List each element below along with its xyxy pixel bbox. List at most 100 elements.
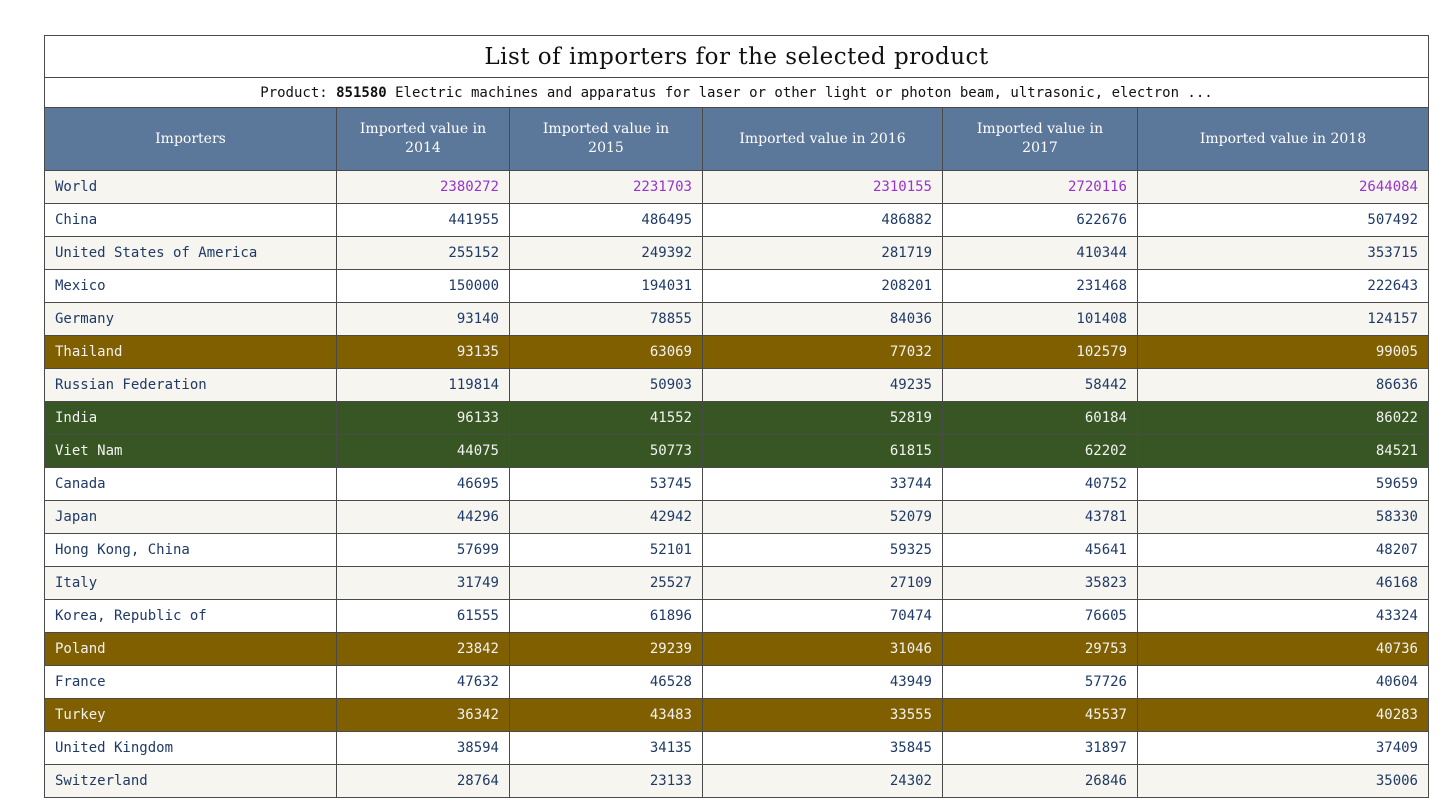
value-2018-cell: 507492	[1137, 203, 1429, 237]
value-2015-cell: 2231703	[509, 170, 703, 204]
value-2016-cell: 33555	[702, 698, 943, 732]
value-2018-cell: 37409	[1137, 731, 1429, 765]
value-2015-cell: 42942	[509, 500, 703, 534]
importer-link[interactable]: Italy	[44, 566, 337, 600]
column-header-2014[interactable]: Imported value in 2014	[336, 107, 510, 171]
importer-link[interactable]: United Kingdom	[44, 731, 337, 765]
table-row: Korea, Republic of 61555 61896 70474 76605 43…	[44, 599, 1429, 633]
value-2016-cell: 52819	[702, 401, 943, 435]
column-header-2018[interactable]: Imported value in 2018	[1137, 107, 1429, 171]
table-row: United Kingdom 38594 34135 35845 31897 37409	[44, 731, 1429, 765]
table-row: Japan 44296 42942 52079 43781 58330	[44, 500, 1429, 534]
value-2017-cell: 26846	[942, 764, 1138, 798]
value-2018-cell: 40736	[1137, 632, 1429, 666]
product-description: Electric machines and apparatus for lase…	[386, 84, 1213, 101]
column-header-importers[interactable]: Importers	[44, 107, 337, 171]
value-2016-cell: 70474	[702, 599, 943, 633]
value-2016-cell: 61815	[702, 434, 943, 468]
table-row: Turkey 36342 43483 33555 45537 40283	[44, 698, 1429, 732]
value-2014-cell: 61555	[336, 599, 510, 633]
value-2017-cell: 35823	[942, 566, 1138, 600]
value-2017-cell: 31897	[942, 731, 1138, 765]
value-2017-cell: 231468	[942, 269, 1138, 303]
value-2018-cell: 2644084	[1137, 170, 1429, 204]
value-2018-cell: 86636	[1137, 368, 1429, 402]
value-2014-cell: 44296	[336, 500, 510, 534]
column-header-2017[interactable]: Imported value in 2017	[942, 107, 1138, 171]
value-2015-cell: 52101	[509, 533, 703, 567]
value-2014-cell: 150000	[336, 269, 510, 303]
importer-link[interactable]: Turkey	[44, 698, 337, 732]
value-2015-cell: 29239	[509, 632, 703, 666]
importer-link[interactable]: Hong Kong, China	[44, 533, 337, 567]
importer-link[interactable]: Poland	[44, 632, 337, 666]
value-2015-cell: 194031	[509, 269, 703, 303]
importer-link[interactable]: Russian Federation	[44, 368, 337, 402]
value-2017-cell: 40752	[942, 467, 1138, 501]
importer-link[interactable]: Korea, Republic of	[44, 599, 337, 633]
value-2015-cell: 34135	[509, 731, 703, 765]
importer-link[interactable]: India	[44, 401, 337, 435]
column-header-2015[interactable]: Imported value in 2015	[509, 107, 703, 171]
value-2017-cell: 57726	[942, 665, 1138, 699]
importer-link[interactable]: Japan	[44, 500, 337, 534]
column-header-2016[interactable]: Imported value in 2016	[702, 107, 943, 171]
importer-link[interactable]: Mexico	[44, 269, 337, 303]
value-2018-cell: 43324	[1137, 599, 1429, 633]
value-2014-cell: 255152	[336, 236, 510, 270]
value-2016-cell: 486882	[702, 203, 943, 237]
value-2018-cell: 46168	[1137, 566, 1429, 600]
table-row: Switzerland 28764 23133 24302 26846 35006	[44, 764, 1429, 798]
table-row: Hong Kong, China 57699 52101 59325 45641 4820…	[44, 533, 1429, 567]
value-2018-cell: 58330	[1137, 500, 1429, 534]
value-2018-cell: 59659	[1137, 467, 1429, 501]
importer-link[interactable]: World	[44, 170, 337, 204]
table-row: China 441955 486495 486882 622676 507492	[44, 203, 1429, 237]
value-2017-cell: 60184	[942, 401, 1138, 435]
value-2015-cell: 249392	[509, 236, 703, 270]
value-2014-cell: 44075	[336, 434, 510, 468]
value-2014-cell: 47632	[336, 665, 510, 699]
value-2017-cell: 622676	[942, 203, 1138, 237]
value-2015-cell: 46528	[509, 665, 703, 699]
table-row: World 2380272 2231703 2310155 2720116 2644084	[44, 170, 1429, 204]
value-2017-cell: 101408	[942, 302, 1138, 336]
product-line: Product: 851580 Electric machines and ap…	[44, 77, 1429, 108]
value-2016-cell: 35845	[702, 731, 943, 765]
importer-link[interactable]: Thailand	[44, 335, 337, 369]
importer-link[interactable]: Switzerland	[44, 764, 337, 798]
table-row: Poland 23842 29239 31046 29753 40736	[44, 632, 1429, 666]
value-2014-cell: 31749	[336, 566, 510, 600]
value-2018-cell: 222643	[1137, 269, 1429, 303]
product-code: 851580	[336, 84, 387, 101]
value-2014-cell: 23842	[336, 632, 510, 666]
value-2016-cell: 43949	[702, 665, 943, 699]
importer-link[interactable]: China	[44, 203, 337, 237]
product-prefix: Product:	[260, 84, 337, 101]
importer-link[interactable]: Viet Nam	[44, 434, 337, 468]
importer-link[interactable]: France	[44, 665, 337, 699]
importers-table-container: List of importers for the selected produ…	[44, 35, 1429, 798]
value-2016-cell: 52079	[702, 500, 943, 534]
value-2014-cell: 119814	[336, 368, 510, 402]
value-2017-cell: 2720116	[942, 170, 1138, 204]
value-2017-cell: 76605	[942, 599, 1138, 633]
value-2014-cell: 28764	[336, 764, 510, 798]
value-2017-cell: 45641	[942, 533, 1138, 567]
table-title: List of importers for the selected produ…	[44, 35, 1429, 78]
value-2018-cell: 40604	[1137, 665, 1429, 699]
value-2016-cell: 27109	[702, 566, 943, 600]
value-2014-cell: 36342	[336, 698, 510, 732]
importer-link[interactable]: Germany	[44, 302, 337, 336]
value-2017-cell: 62202	[942, 434, 1138, 468]
value-2014-cell: 38594	[336, 731, 510, 765]
importer-link[interactable]: United States of America	[44, 236, 337, 270]
value-2018-cell: 124157	[1137, 302, 1429, 336]
value-2016-cell: 49235	[702, 368, 943, 402]
table-row: Mexico 150000 194031 208201 231468 222643	[44, 269, 1429, 303]
importer-link[interactable]: Canada	[44, 467, 337, 501]
value-2017-cell: 43781	[942, 500, 1138, 534]
value-2014-cell: 441955	[336, 203, 510, 237]
value-2018-cell: 48207	[1137, 533, 1429, 567]
value-2016-cell: 33744	[702, 467, 943, 501]
